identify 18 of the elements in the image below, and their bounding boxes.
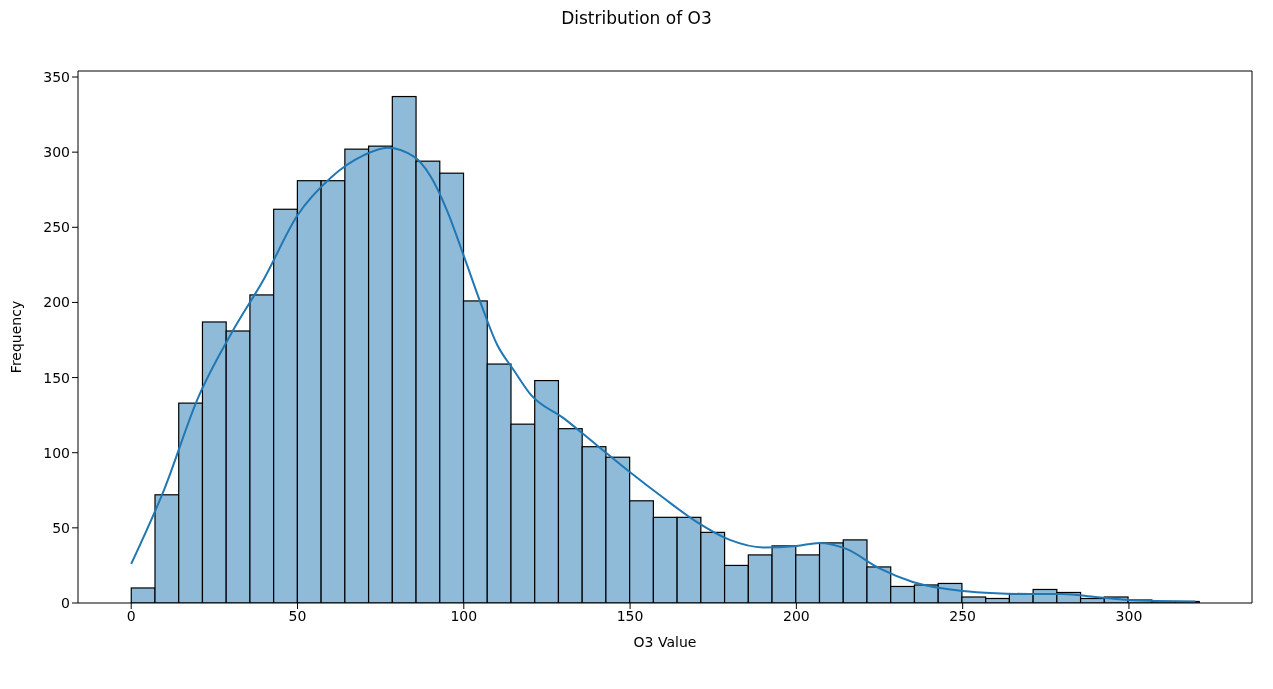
y-tick-label: 200: [43, 294, 70, 311]
y-tick-label: 300: [43, 144, 70, 161]
y-tick-label: 0: [61, 594, 70, 611]
y-tick-label: 100: [43, 444, 70, 461]
chart-title: Distribution of O3: [560, 8, 713, 30]
x-tick-label: 50: [288, 607, 307, 624]
x-tick-label: 150: [616, 607, 644, 624]
x-axis-title: O3 Value: [633, 634, 697, 650]
y-tick-label: 350: [43, 68, 70, 85]
x-tick-label: 250: [949, 607, 977, 624]
x-tick-label: 100: [450, 607, 478, 624]
y-tick-label: 150: [43, 369, 70, 386]
x-tick-label: 0: [126, 607, 136, 624]
y-tick-label: 250: [43, 219, 70, 236]
y-tick-label: 50: [52, 519, 70, 536]
x-tick-label: 300: [1115, 607, 1143, 624]
x-tick-label: 200: [783, 607, 810, 624]
y-axis-title: Frequency: [7, 300, 24, 374]
